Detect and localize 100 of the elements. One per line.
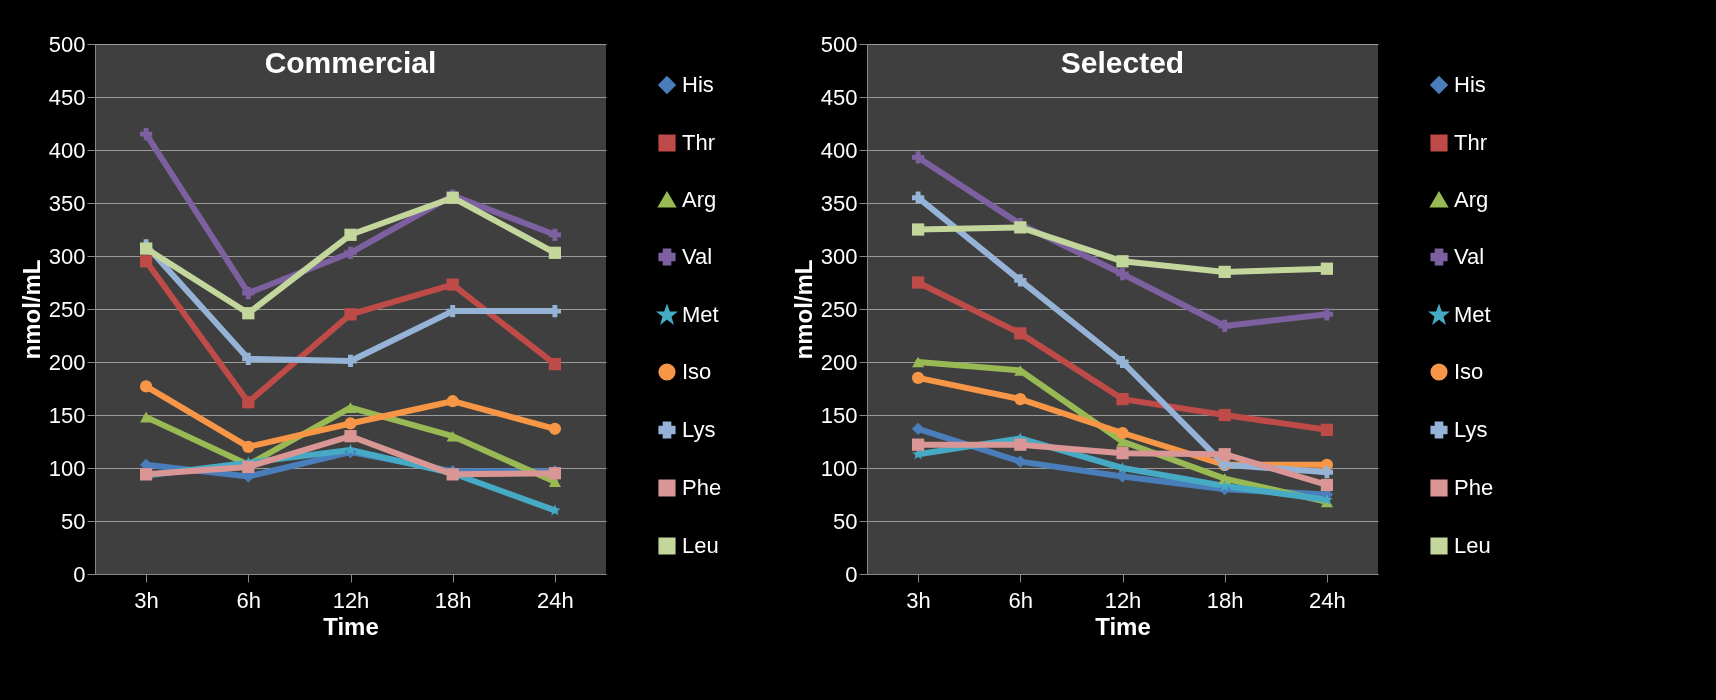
point (446, 278, 459, 291)
point (1320, 423, 1334, 436)
x-tick-label: 12h (1104, 587, 1142, 613)
point (911, 151, 925, 164)
point (446, 430, 459, 442)
x-axis-title: Time (1095, 612, 1151, 640)
point (548, 422, 562, 435)
y-axis-title: nmol/mL (789, 259, 817, 360)
y-tick-label: 250 (48, 296, 86, 322)
point (911, 438, 925, 451)
x-tick-label: 3h (906, 587, 931, 613)
point (242, 307, 255, 320)
y-tick-label: 350 (48, 190, 86, 216)
point (1116, 392, 1129, 406)
point (344, 308, 357, 321)
point (1014, 392, 1027, 406)
point (139, 411, 153, 423)
x-tick-label: 18h (434, 587, 472, 613)
legend-label: His (1454, 72, 1486, 97)
y-tick-label: 400 (820, 137, 858, 163)
point (911, 371, 925, 385)
y-tick-label: 0 (845, 561, 858, 587)
point (139, 255, 153, 268)
y-tick-label: 300 (48, 243, 86, 269)
point (1320, 478, 1334, 492)
y-axis-title: nmol/mL (17, 259, 45, 360)
legend-label: Arg (1454, 187, 1489, 212)
y-tick-label: 450 (48, 84, 86, 110)
y-tick-label: 100 (820, 455, 858, 481)
point (1218, 265, 1231, 279)
point (344, 430, 357, 443)
point (242, 396, 255, 409)
point (911, 276, 925, 289)
legend-label: Arg (682, 187, 717, 212)
legend-label: Met (1454, 302, 1491, 327)
point (344, 354, 357, 368)
point (1116, 267, 1129, 281)
point (242, 286, 255, 300)
x-tick-label: 3h (134, 587, 159, 613)
legend-label: Lys (682, 417, 716, 442)
point (1116, 447, 1129, 460)
legend-label: Phe (682, 475, 722, 500)
chart-title: Commercial (264, 46, 437, 79)
legend-label: Leu (1454, 533, 1491, 558)
y-tick-label: 100 (48, 455, 86, 481)
point (911, 356, 925, 368)
point (446, 395, 459, 408)
legend-label: Phe (1454, 475, 1494, 500)
point (911, 223, 925, 236)
legend-label: Met (682, 302, 719, 327)
x-tick-label: 18h (1206, 587, 1244, 613)
y-tick-label: 50 (833, 508, 858, 534)
legend-label: Leu (682, 533, 719, 558)
x-tick-label: 24h (537, 587, 574, 613)
legend-label: Lys (1454, 417, 1488, 442)
point (1116, 426, 1129, 440)
legend-label: His (682, 72, 714, 97)
point (344, 246, 357, 259)
point (1320, 466, 1334, 479)
legend-label: Iso (1454, 359, 1484, 384)
y-tick-label: 300 (820, 243, 858, 269)
x-tick-label: 6h (236, 587, 262, 613)
point (1116, 255, 1129, 268)
point (1218, 473, 1231, 484)
legend-label: Val (1454, 244, 1485, 269)
point (1014, 327, 1027, 340)
x-tick-label: 24h (1309, 587, 1346, 613)
y-tick-label: 200 (820, 349, 858, 375)
point (344, 228, 357, 241)
chart-title: Selected (1060, 46, 1185, 79)
point (548, 246, 562, 259)
point (344, 417, 357, 430)
point (911, 422, 925, 435)
point (548, 358, 562, 371)
point (1116, 355, 1129, 369)
y-tick-label: 50 (61, 508, 86, 534)
point (139, 127, 153, 141)
y-tick-label: 200 (48, 349, 86, 375)
y-tick-label: 150 (48, 402, 86, 428)
y-tick-label: 400 (48, 137, 86, 163)
y-tick-label: 500 (820, 31, 858, 57)
y-tick-label: 250 (820, 296, 858, 322)
point (1320, 262, 1334, 275)
point (242, 440, 255, 453)
point (1320, 308, 1334, 321)
y-tick-label: 0 (73, 561, 86, 587)
legend-label: Val (682, 244, 713, 269)
point (139, 380, 153, 393)
y-tick-label: 450 (820, 84, 858, 110)
x-tick-label: 6h (1008, 587, 1034, 613)
point (548, 228, 562, 241)
point (911, 191, 925, 204)
legend-label: Thr (1454, 130, 1487, 155)
point (1014, 438, 1027, 451)
x-axis-title: Time (323, 612, 379, 640)
point (1218, 448, 1231, 461)
x-tick-label: 12h (332, 587, 370, 613)
legend-label: Thr (682, 130, 715, 155)
y-tick-label: 350 (820, 190, 858, 216)
y-tick-label: 150 (820, 402, 858, 428)
